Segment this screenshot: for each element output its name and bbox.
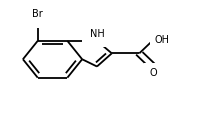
Text: O: O — [149, 68, 157, 78]
Text: OH: OH — [155, 35, 170, 45]
Text: Br: Br — [32, 9, 43, 19]
Text: NH: NH — [90, 29, 104, 39]
